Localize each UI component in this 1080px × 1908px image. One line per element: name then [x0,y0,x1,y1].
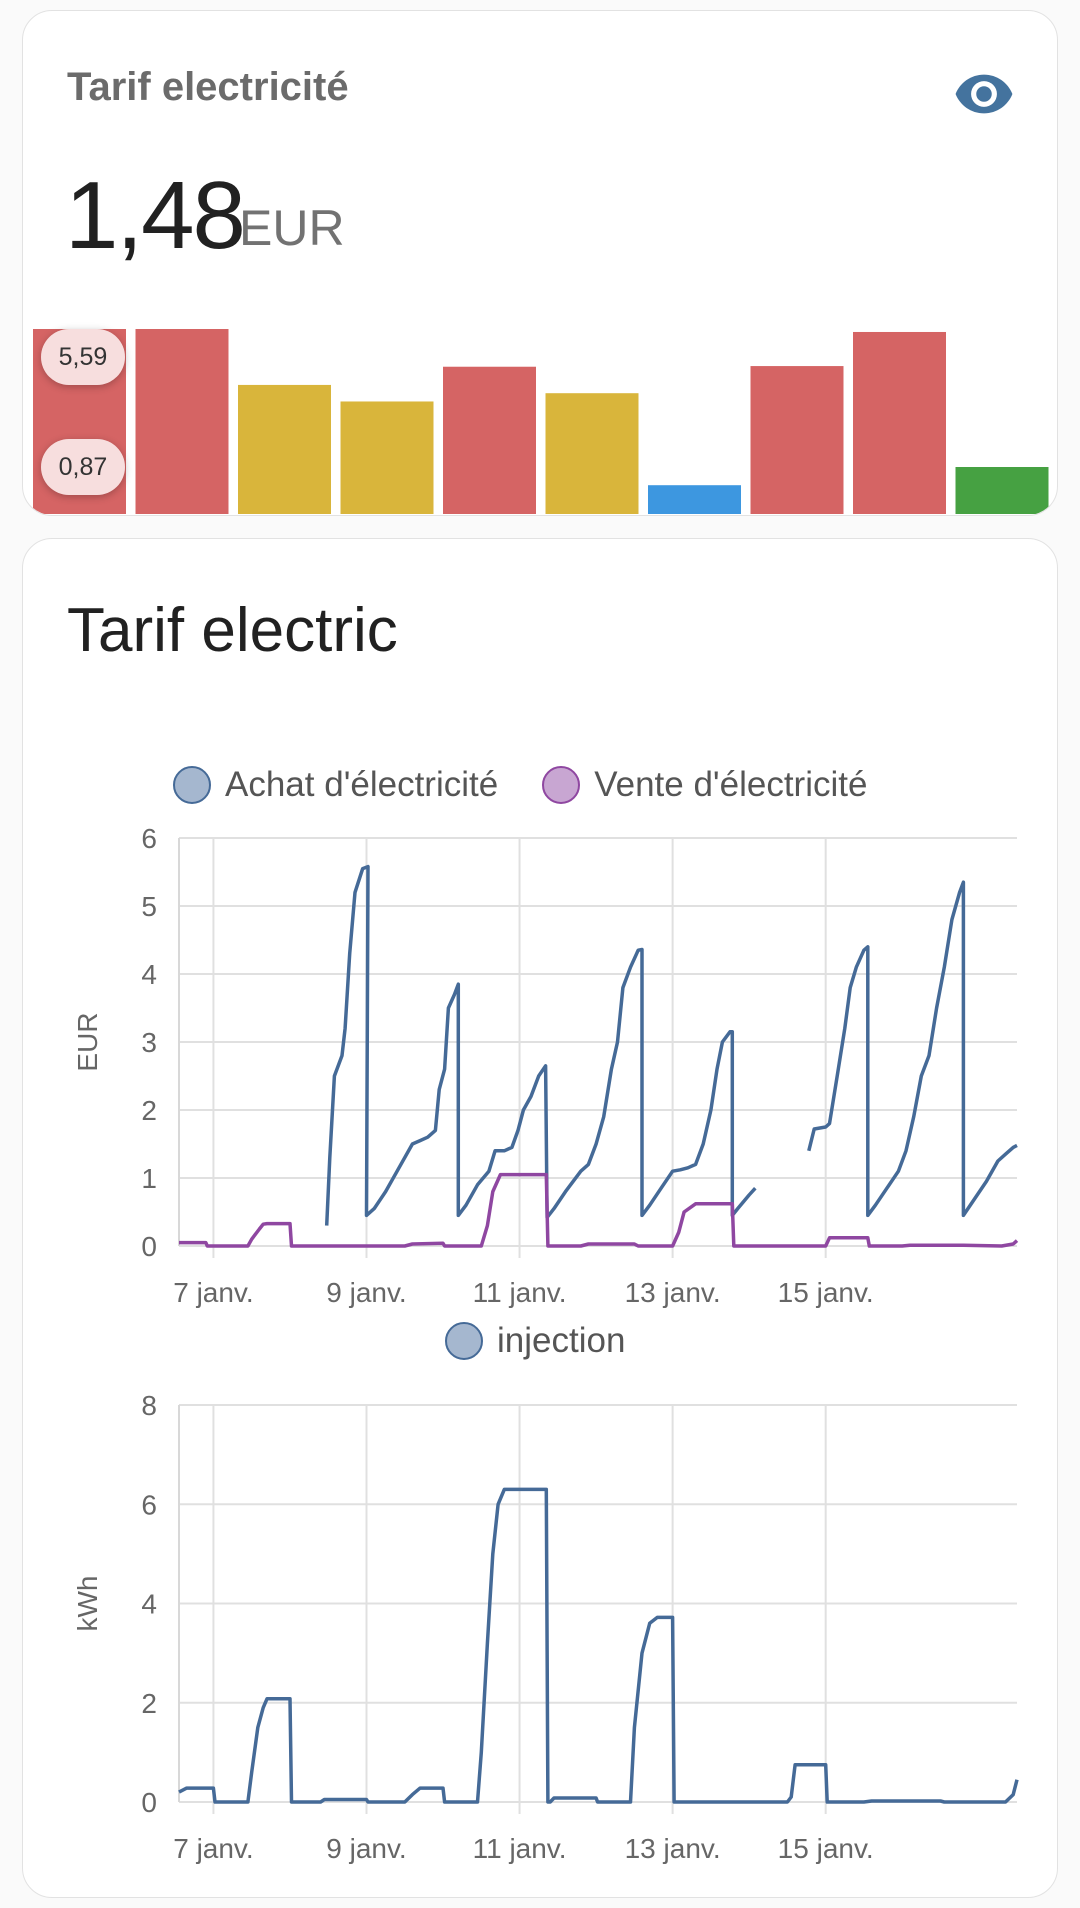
x-tick-label: 15 janv. [778,1277,874,1308]
y-tick-label: 0 [141,1787,157,1818]
history-card: Tarif electric Achat d'électricité Vente… [22,538,1058,1898]
sensor-value: 1,48 [65,162,246,269]
y-tick-label: 4 [141,959,157,990]
sensor-title: Tarif electricité [67,65,349,109]
y-axis-label: kWh [72,1576,103,1632]
x-tick-label: 9 janv. [326,1833,406,1864]
sensor-bar [545,393,639,514]
legend-item-achat[interactable]: Achat d'électricité [173,765,498,805]
x-tick-label: 7 janv. [173,1833,253,1864]
sensor-card[interactable]: Tarif electricité 1,48 EUR 5,59 0,87 [22,10,1058,516]
y-tick-label: 6 [141,823,157,854]
kwh-history-chart[interactable]: 0 2 4 6 8 7 janv. 9 janv. 11 janv. 13 janv. 15 ja… [23,1375,1058,1895]
sensor-bar [648,485,741,514]
sensor-unit: EUR [239,200,345,256]
legend-swatch [173,766,211,804]
sensor-bar [955,467,1049,514]
eur-history-chart[interactable]: 0 1 2 3 4 5 6 7 janv. 9 janv. 11 janv. 13 janv. 15 … [23,819,1058,1359]
sensor-bar [853,331,946,514]
min-value-label: 0,87 [41,439,125,495]
y-tick-label: 5 [141,891,157,922]
y-axis-label: EUR [72,1012,103,1071]
legend-label: Achat d'électricité [225,765,499,804]
x-tick-label: 11 janv. [473,1277,567,1308]
x-tick-label: 7 janv. [173,1277,253,1308]
x-tick-label: 15 janv. [778,1833,874,1864]
max-value-label: 5,59 [41,329,125,385]
y-tick-label: 4 [141,1589,157,1620]
series-line[interactable] [324,864,757,1226]
x-tick-label: 9 janv. [326,1277,406,1308]
y-tick-label: 2 [141,1095,157,1126]
series-line[interactable] [178,1487,1019,1804]
y-tick-label: 1 [141,1163,157,1194]
legend-swatch [445,1322,483,1360]
legend-item-injection[interactable]: injection [445,1321,625,1361]
sensor-bar [443,366,536,514]
y-tick-label: 6 [141,1489,157,1520]
eye-icon[interactable] [953,63,1015,125]
legend-label: injection [497,1321,626,1360]
chart2-legend: injection [445,1321,669,1361]
y-tick-label: 0 [141,1231,157,1262]
x-tick-label: 13 janv. [625,1833,721,1864]
legend-label: Vente d'électricité [594,765,868,804]
sensor-bar [340,401,434,514]
chart1-legend: Achat d'électricité Vente d'électricité [173,765,911,805]
y-tick-label: 8 [141,1390,157,1421]
sensor-bar [750,366,844,514]
sensor-bar [135,329,229,514]
legend-swatch [542,766,581,804]
x-tick-label: 11 janv. [473,1833,567,1864]
y-tick-label: 3 [141,1027,157,1058]
x-tick-label: 13 janv. [625,1277,721,1308]
sensor-bar-graph [33,329,1049,514]
series-line[interactable] [807,880,1018,1218]
legend-item-vente[interactable]: Vente d'électricité [542,765,867,805]
card-title: Tarif electric [67,596,398,665]
y-tick-label: 2 [141,1688,157,1719]
sensor-bar [238,384,331,514]
series-line[interactable] [179,1172,1019,1248]
